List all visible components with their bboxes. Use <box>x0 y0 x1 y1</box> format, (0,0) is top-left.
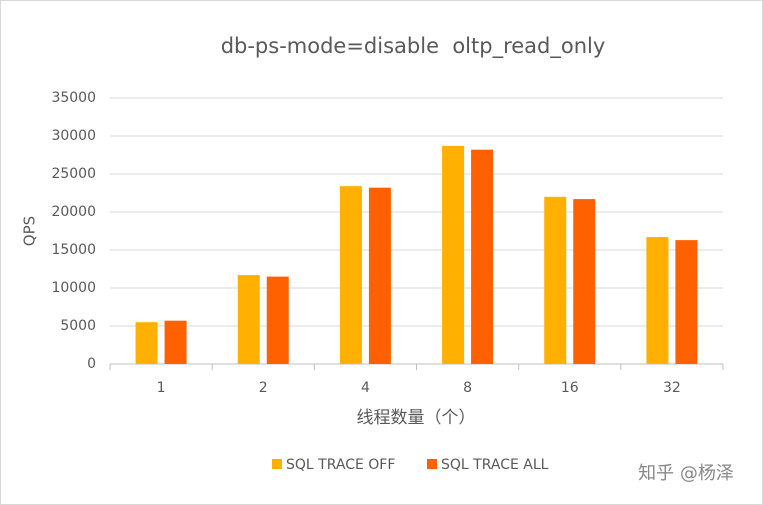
y-tick-label: 25000 <box>51 166 96 182</box>
bar <box>266 276 289 364</box>
legend-label: SQL TRACE OFF <box>286 457 395 473</box>
y-tick-label: 20000 <box>51 204 96 220</box>
y-axis-label: QPS <box>21 216 39 246</box>
x-tick-label: 4 <box>361 380 370 396</box>
x-tick-label: 8 <box>463 380 472 396</box>
y-tick-label: 15000 <box>51 242 96 258</box>
chart-title: db-ps-mode=disable oltp_read_only <box>221 34 606 59</box>
x-tick-label: 32 <box>663 380 681 396</box>
bar <box>573 199 596 364</box>
y-tick-label: 30000 <box>51 128 96 144</box>
x-tick-label: 16 <box>561 380 579 396</box>
y-tick-label: 5000 <box>60 318 96 334</box>
legend-swatch <box>272 459 282 469</box>
bar <box>135 322 158 364</box>
y-tick-label: 10000 <box>51 280 96 296</box>
bar <box>544 196 567 364</box>
legend-swatch <box>427 459 437 469</box>
bar <box>442 145 465 364</box>
watermark: 知乎 @杨泽 <box>638 463 734 484</box>
bar <box>339 186 362 364</box>
x-tick-label: 2 <box>259 380 268 396</box>
bar <box>164 320 187 364</box>
bar <box>471 149 494 364</box>
bar <box>646 237 669 364</box>
legend-label: SQL TRACE ALL <box>441 457 549 473</box>
bar <box>368 187 391 364</box>
x-tick-label: 1 <box>157 380 166 396</box>
bar <box>237 275 260 364</box>
y-tick-label: 0 <box>87 356 96 372</box>
x-axis-label: 线程数量（个） <box>357 408 476 428</box>
bar <box>675 240 698 364</box>
y-tick-label: 35000 <box>51 90 96 106</box>
